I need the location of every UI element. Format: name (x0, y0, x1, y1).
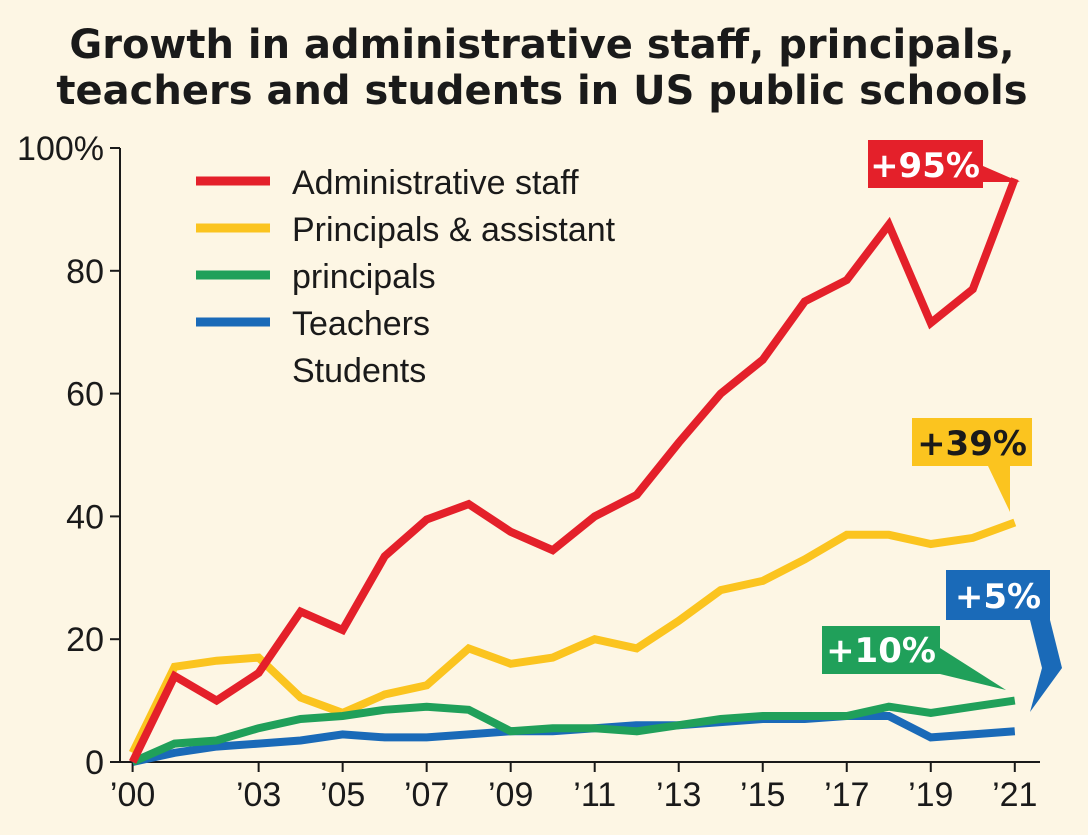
legend-label-5: Students (292, 352, 426, 390)
x-tick-label: ’17 (824, 776, 869, 814)
callout-admin: +95% (868, 140, 1020, 188)
y-tick-label: 60 (66, 376, 104, 414)
y-tick-label: 100% (17, 130, 104, 168)
x-tick-label: ’13 (656, 776, 701, 814)
legend-label-1: Administrative staff (292, 164, 579, 202)
legend-label-4: Teachers (292, 305, 430, 343)
y-tick-label: 80 (66, 253, 104, 291)
x-tick-label: ’11 (573, 776, 616, 814)
callout-principals: +39% (912, 418, 1032, 512)
series-line-administrative-staff (129, 177, 1019, 764)
x-tick-label: ’15 (740, 776, 785, 814)
x-tick-label: ’07 (404, 776, 449, 814)
callout-students-box (946, 570, 1062, 712)
chart-title-line-2: teachers and students in US public schoo… (56, 68, 1027, 114)
x-tick-label: ’19 (908, 776, 953, 814)
callout-principals-label: +39% (917, 424, 1027, 464)
legend-label-3: principals (292, 258, 436, 296)
series-line-principals-assistant-principals (129, 518, 1017, 755)
callout-admin-box (868, 140, 1020, 188)
y-tick-label: 40 (66, 498, 104, 536)
callout-admin-label: +95% (870, 146, 980, 186)
callout-teachers-box (822, 626, 1006, 690)
series-line-teachers (130, 696, 1016, 766)
callout-teachers-label: +10% (826, 631, 936, 671)
y-tick-label: 0 (85, 744, 104, 782)
callout-principals-box (912, 418, 1032, 512)
callout-students: +5% (946, 570, 1062, 712)
series-lines (129, 177, 1019, 766)
y-tick-label: 20 (66, 621, 104, 659)
legend-label-2: Principals & assistant (292, 211, 616, 249)
x-tick-label: ’09 (488, 776, 533, 814)
callout-teachers: +10% (822, 626, 1006, 690)
x-tick-label: ’05 (320, 776, 365, 814)
x-tick-label: ’21 (992, 776, 1037, 814)
legend: Administrative staff Principals & assist… (196, 164, 616, 390)
callout-students-label: +5% (955, 577, 1041, 617)
x-tick-label: ’00 (110, 776, 155, 814)
axes: 0 20 40 60 80 100% ’00 ’03 ’05 ’07 ’09 ’11 ’13 ’15 ’17… (17, 130, 1040, 814)
chart-title-line-1: Growth in administrative staff, principa… (69, 22, 1014, 68)
x-tick-label: ’03 (236, 776, 281, 814)
